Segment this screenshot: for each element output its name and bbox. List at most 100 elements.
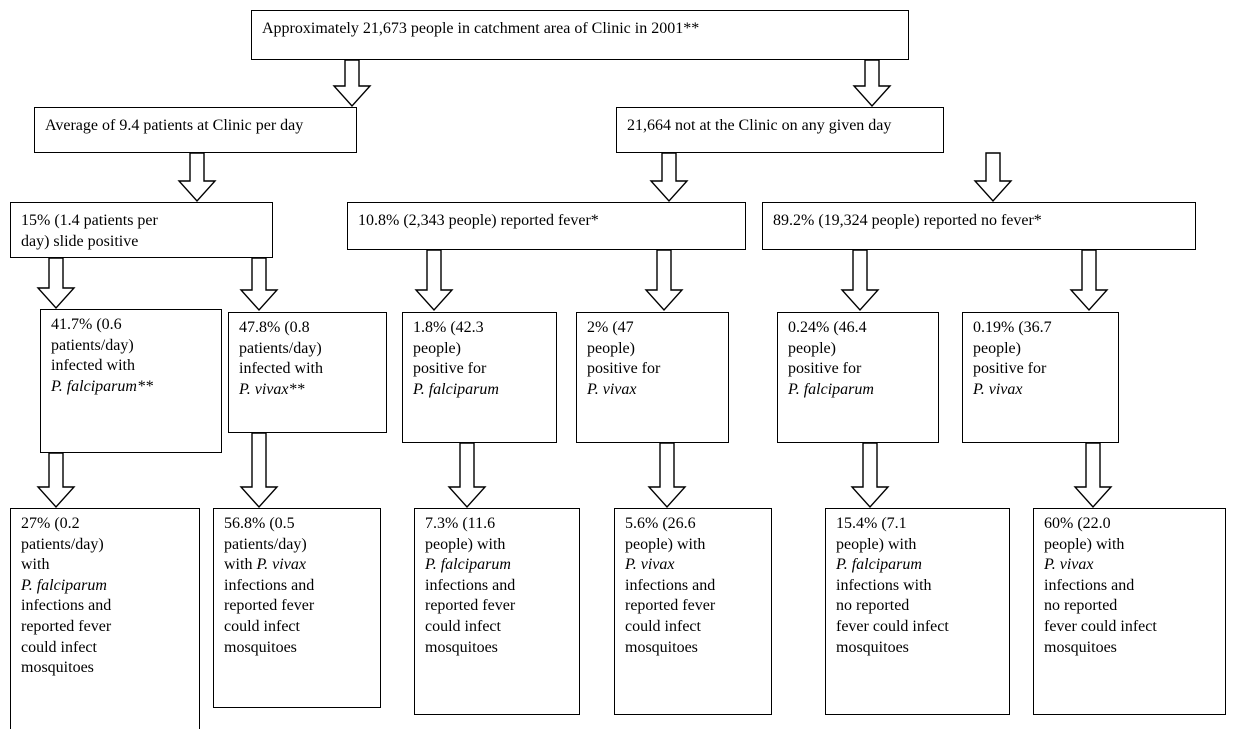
down-arrow-icon <box>840 249 880 312</box>
bottom-line: infections and <box>21 597 112 615</box>
down-arrow-icon <box>973 152 1013 203</box>
root-text: Approximately 21,673 people in catchment… <box>262 20 700 37</box>
bottom-line: could infect <box>21 638 97 656</box>
bottom-line: patients/day) <box>224 535 307 553</box>
species-name: P. vivax <box>1044 556 1094 574</box>
bottom-line: mosquitoes <box>224 638 297 656</box>
bottom-line: 7.3% (11.6 <box>425 515 496 532</box>
mid-line: 1.8% (42.3 <box>413 319 484 336</box>
mid-line: people) <box>973 339 1021 357</box>
bottom-line: infections with <box>836 576 932 594</box>
species-name: P. falciparum <box>413 380 499 398</box>
bottom-line: reported fever <box>224 597 315 615</box>
bottom-line: no reported <box>1044 597 1118 615</box>
bottom-line: infections and <box>1044 576 1135 594</box>
bottom-line: mosquitoes <box>836 638 909 656</box>
slide-positive-line-1: 15% (1.4 patients per <box>21 212 158 229</box>
infectious-falciparum-no-fever-box: 15.4% (7.1 people) with P. falciparum in… <box>825 508 1010 715</box>
bottom-line: 27% (0.2 <box>21 515 80 532</box>
mid-line: people) <box>788 339 836 357</box>
bottom-line: no reported <box>836 597 910 615</box>
no-fever-box: 89.2% (19,324 people) reported no fever* <box>762 202 1196 250</box>
bottom-line: could infect <box>224 617 300 635</box>
down-arrow-icon <box>36 452 76 509</box>
not-clinic-box: 21,664 not at the Clinic on any given da… <box>616 107 944 153</box>
bottom-line: people) with <box>425 535 506 553</box>
bottom-line: with <box>21 556 50 574</box>
bottom-line: infections and <box>425 576 516 594</box>
species-name: P. vivax <box>256 556 306 574</box>
down-arrow-icon <box>647 442 687 509</box>
bottom-line: people) with <box>625 535 706 553</box>
fever-box: 10.8% (2,343 people) reported fever* <box>347 202 746 250</box>
down-arrow-icon <box>850 442 890 509</box>
fever-text: 10.8% (2,343 people) reported fever* <box>358 212 599 229</box>
bottom-line: reported fever <box>21 617 112 635</box>
slide-positive-line-2: day) slide positive <box>21 232 139 250</box>
bottom-line: reported fever <box>425 597 516 615</box>
species-name: P. falciparum <box>21 576 107 594</box>
down-arrow-icon <box>1073 442 1113 509</box>
bottom-line: infections and <box>224 576 315 594</box>
mid-line: positive for <box>973 360 1047 378</box>
bottom-line: could infect <box>625 617 701 635</box>
infectious-vivax-clinic-box: 56.8% (0.5 patients/day) with P. vivax i… <box>213 508 381 708</box>
mid-line: 0.19% (36.7 <box>973 319 1052 336</box>
bottom-line: mosquitoes <box>1044 638 1117 656</box>
species-name: P. vivax <box>239 380 289 398</box>
bottom-line: fever could infect <box>1044 617 1157 635</box>
not-clinic-text: 21,664 not at the Clinic on any given da… <box>627 117 892 134</box>
infectious-falciparum-fever-box: 7.3% (11.6 people) with P. falciparum in… <box>414 508 580 715</box>
bottom-line: 60% (22.0 <box>1044 515 1111 532</box>
species-name: P. vivax <box>625 556 675 574</box>
footnote-mark: ** <box>288 380 305 398</box>
down-arrow-icon <box>239 257 279 312</box>
down-arrow-icon <box>414 249 454 312</box>
bottom-line: reported fever <box>625 597 716 615</box>
mid-line: people) <box>413 339 461 357</box>
mid-line: 47.8% (0.8 <box>239 319 310 336</box>
mid-line: infected with <box>239 360 323 378</box>
positive-vivax-no-fever-box: 0.19% (36.7 people) positive for P. viva… <box>962 312 1119 443</box>
mid-line: infected with <box>51 357 135 375</box>
bottom-line: with <box>224 556 257 574</box>
species-name: P. falciparum <box>788 380 874 398</box>
clinic-text: Average of 9.4 patients at Clinic per da… <box>45 117 304 134</box>
bottom-line: people) with <box>1044 535 1125 553</box>
infected-vivax-clinic-box: 47.8% (0.8 patients/day) infected with P… <box>228 312 387 433</box>
species-name: P. falciparum <box>425 556 511 574</box>
bottom-line: mosquitoes <box>625 638 698 656</box>
mid-line: patients/day) <box>51 336 134 354</box>
no-fever-text: 89.2% (19,324 people) reported no fever* <box>773 212 1042 229</box>
species-name: P. vivax <box>587 380 637 398</box>
footnote-mark: ** <box>136 377 153 395</box>
positive-falciparum-fever-box: 1.8% (42.3 people) positive for P. falci… <box>402 312 557 443</box>
mid-line: 2% (47 <box>587 319 634 336</box>
positive-falciparum-no-fever-box: 0.24% (46.4 people) positive for P. falc… <box>777 312 939 443</box>
mid-line: positive for <box>788 360 862 378</box>
species-name: P. falciparum <box>836 556 922 574</box>
down-arrow-icon <box>649 152 689 203</box>
bottom-line: 56.8% (0.5 <box>224 515 295 532</box>
bottom-line: 5.6% (26.6 <box>625 515 696 532</box>
down-arrow-icon <box>852 59 892 108</box>
mid-line: positive for <box>413 360 487 378</box>
root-box: Approximately 21,673 people in catchment… <box>251 10 909 60</box>
slide-positive-box: 15% (1.4 patients per day) slide positiv… <box>10 202 273 258</box>
bottom-line: 15.4% (7.1 <box>836 515 907 532</box>
down-arrow-icon <box>644 249 684 312</box>
mid-line: 41.7% (0.6 <box>51 316 122 333</box>
down-arrow-icon <box>177 152 217 203</box>
infected-falciparum-clinic-box: 41.7% (0.6 patients/day) infected with P… <box>40 309 222 453</box>
down-arrow-icon <box>1069 249 1109 312</box>
infectious-falciparum-clinic-box: 27% (0.2 patients/day) with P. falciparu… <box>10 508 200 729</box>
bottom-line: patients/day) <box>21 535 104 553</box>
infectious-vivax-fever-box: 5.6% (26.6 people) with P. vivax infecti… <box>614 508 772 715</box>
mid-line: positive for <box>587 360 661 378</box>
down-arrow-icon <box>239 432 279 509</box>
down-arrow-icon <box>447 442 487 509</box>
infectious-vivax-no-fever-box: 60% (22.0 people) with P. vivax infectio… <box>1033 508 1226 715</box>
bottom-line: could infect <box>425 617 501 635</box>
